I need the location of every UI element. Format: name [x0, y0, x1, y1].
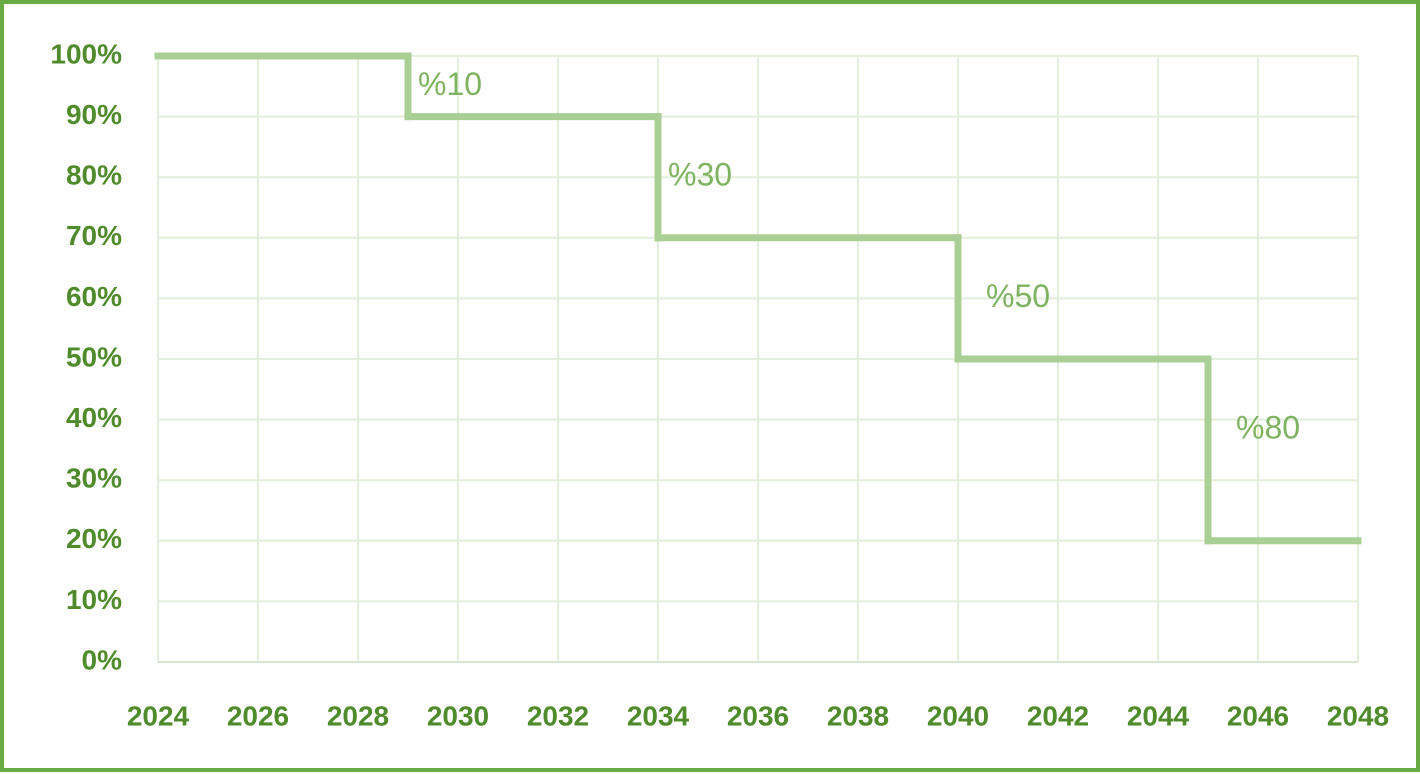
- y-tick-label: 10%: [66, 584, 122, 615]
- y-tick-label: 20%: [66, 523, 122, 554]
- annotation: %50: [986, 278, 1050, 314]
- y-tick-label: 40%: [66, 402, 122, 433]
- x-tick-label: 2026: [227, 700, 289, 731]
- annotation: %80: [1236, 409, 1300, 445]
- x-tick-label: 2030: [427, 700, 489, 731]
- y-tick-label: 80%: [66, 160, 122, 191]
- x-tick-label: 2032: [527, 700, 589, 731]
- x-tick-label: 2024: [127, 700, 190, 731]
- y-tick-label: 60%: [66, 281, 122, 312]
- annotation: %10: [418, 66, 482, 102]
- x-tick-label: 2036: [727, 700, 789, 731]
- y-tick-label: 100%: [50, 38, 122, 69]
- y-tick-label: 90%: [66, 99, 122, 130]
- x-tick-label: 2034: [627, 700, 690, 731]
- y-tick-label: 50%: [66, 341, 122, 372]
- x-tick-label: 2046: [1227, 700, 1289, 731]
- annotation: %30: [668, 157, 732, 193]
- y-tick-label: 70%: [66, 220, 122, 251]
- x-tick-label: 2040: [927, 700, 989, 731]
- x-tick-label: 2038: [827, 700, 889, 731]
- x-tick-label: 2028: [327, 700, 389, 731]
- x-tick-label: 2042: [1027, 700, 1089, 731]
- y-tick-label: 0%: [82, 644, 123, 675]
- x-tick-label: 2044: [1127, 700, 1190, 731]
- x-tick-label: 2048: [1327, 700, 1389, 731]
- y-tick-label: 30%: [66, 463, 122, 494]
